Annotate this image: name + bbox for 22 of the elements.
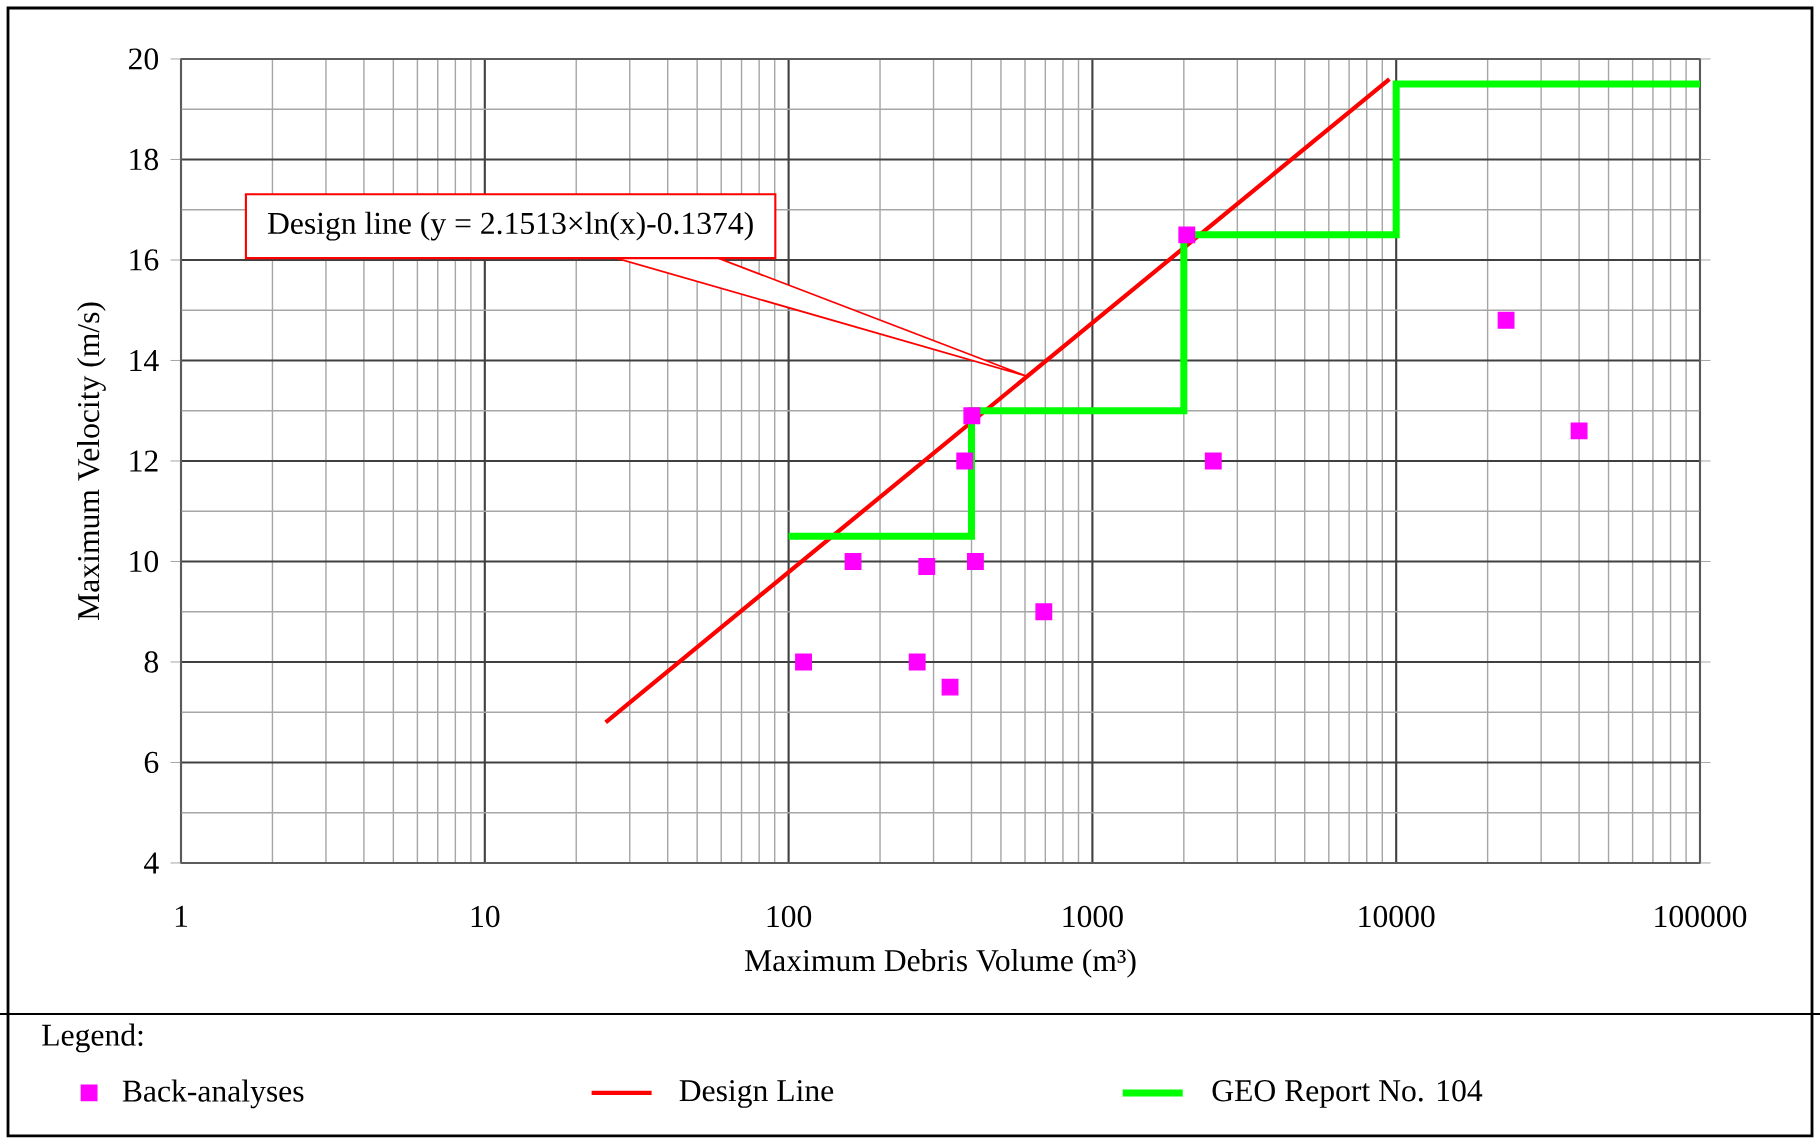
y-tick-label: 10 (130, 550, 159, 573)
legend-label: Back-analyses (122, 1079, 304, 1109)
y-tick-label: 4 (144, 852, 159, 874)
y-tick-label: 12 (130, 450, 158, 472)
y-tick-label: 18 (130, 148, 159, 171)
x-tick-label: 10000 (1359, 905, 1435, 928)
y-axis-title: Maximum Velocity (m/s) (77, 302, 106, 620)
legend-title: Legend: (42, 1023, 143, 1053)
x-axis-title: Maximum Debris Volume (m³) (745, 949, 1136, 978)
x-tick-label: 100000 (1655, 905, 1747, 928)
y-tick-label: 16 (130, 249, 159, 271)
x-tick-label: 1000 (1063, 905, 1123, 928)
legend-label: GEO Report No. 104 (1212, 1080, 1483, 1108)
annotation: Design line (y = 2.1513×ln(x)-0.1374) (267, 211, 753, 241)
y-tick-label: 20 (128, 48, 159, 70)
y-tick-label: 14 (130, 350, 159, 371)
legend-label: Design Line (679, 1080, 834, 1108)
x-tick-label: 100 (767, 905, 812, 928)
x-tick-label: 1 (175, 905, 188, 927)
y-tick-label: 8 (144, 651, 159, 673)
x-tick-label: 10 (471, 905, 500, 928)
y-tick-label: 6 (144, 751, 159, 774)
